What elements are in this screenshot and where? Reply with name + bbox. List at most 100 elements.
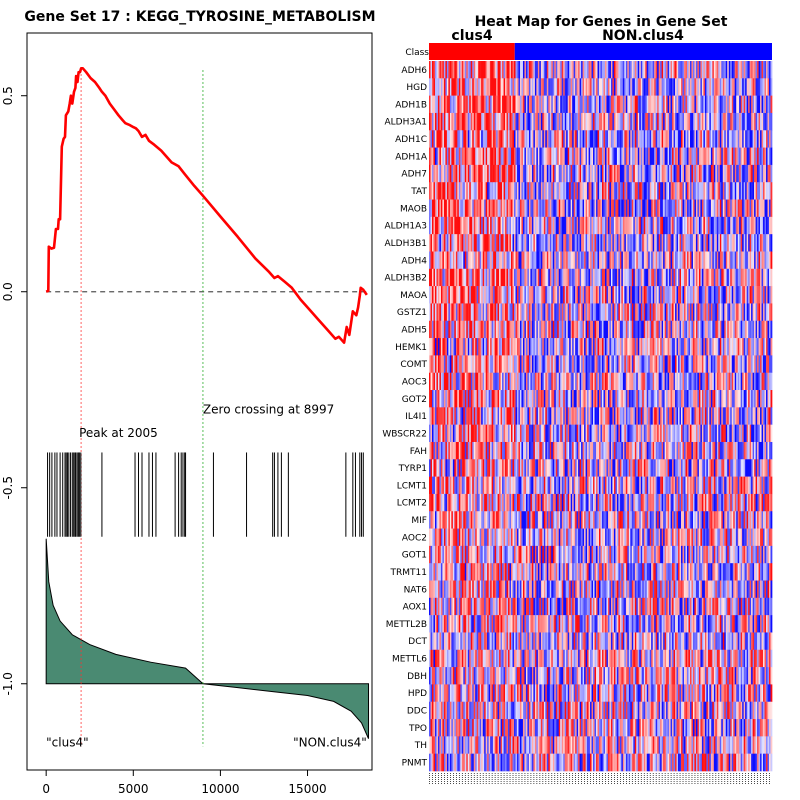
heatmap-cell bbox=[597, 268, 600, 287]
heatmap-cell bbox=[445, 320, 448, 339]
heatmap-cell bbox=[637, 61, 640, 79]
heatmap-cell bbox=[646, 130, 649, 148]
heatmap-cell bbox=[734, 78, 737, 96]
heatmap-cell bbox=[667, 199, 670, 218]
heatmap-cell bbox=[751, 372, 753, 391]
heatmap-cell bbox=[624, 338, 627, 356]
heatmap-cell bbox=[615, 338, 618, 356]
heatmap-cell bbox=[681, 182, 683, 200]
heatmap-cell bbox=[472, 251, 475, 270]
heatmap-cell bbox=[521, 147, 524, 166]
heatmap-cell bbox=[639, 216, 642, 235]
heatmap-cell bbox=[490, 268, 492, 287]
heatmap-cell bbox=[500, 61, 503, 79]
heatmap-cell bbox=[590, 390, 592, 408]
heatmap-cell bbox=[506, 251, 509, 270]
heatmap-cell bbox=[584, 338, 586, 356]
heatmap-cell bbox=[704, 216, 707, 235]
heatmap-cell bbox=[742, 95, 745, 114]
heatmap-cell bbox=[727, 372, 730, 391]
heatmap-cell bbox=[691, 286, 694, 304]
heatmap-cell bbox=[718, 61, 721, 79]
heatmap-cell bbox=[566, 164, 569, 183]
heatmap-cell bbox=[511, 372, 513, 391]
heatmap-cell bbox=[728, 268, 731, 287]
heatmap-cell bbox=[746, 216, 749, 235]
heatmap-cell bbox=[724, 355, 727, 374]
heatmap-cell bbox=[655, 130, 658, 148]
heatmap-cell bbox=[500, 216, 503, 235]
heatmap-cell bbox=[737, 112, 740, 131]
heatmap-cell bbox=[758, 251, 761, 270]
heatmap-cell bbox=[525, 286, 528, 304]
heatmap-cell bbox=[542, 112, 545, 131]
heatmap-cell bbox=[451, 234, 454, 252]
heatmap-cell bbox=[660, 303, 662, 322]
heatmap-cell bbox=[651, 320, 654, 339]
heatmap-cell bbox=[490, 182, 492, 200]
heatmap-cell bbox=[549, 147, 552, 166]
heatmap-cell bbox=[764, 338, 767, 356]
heatmap-cell bbox=[707, 112, 710, 131]
heatmap-cell bbox=[758, 303, 761, 322]
heatmap-cell bbox=[587, 78, 589, 96]
heatmap-cell bbox=[737, 130, 740, 148]
heatmap-cell bbox=[554, 61, 557, 79]
heatmap-cell bbox=[596, 251, 598, 270]
heatmap-cell bbox=[678, 95, 680, 114]
heatmap-cell bbox=[464, 164, 467, 183]
heatmap-cell bbox=[718, 407, 721, 425]
heatmap-cell bbox=[506, 61, 509, 79]
heatmap-cell bbox=[606, 268, 609, 287]
heatmap-cell bbox=[555, 112, 558, 131]
heatmap-cell bbox=[731, 372, 734, 391]
heatmap-cell bbox=[585, 216, 588, 235]
heatmap-cell bbox=[707, 303, 710, 322]
heatmap-cell bbox=[630, 130, 633, 148]
heatmap-cell bbox=[606, 407, 609, 425]
heatmap-cell bbox=[701, 407, 704, 425]
heatmap-cell bbox=[684, 251, 686, 270]
heatmap-cell bbox=[692, 407, 695, 425]
heatmap-cell bbox=[457, 286, 460, 304]
left-class-annotation: "clus4" bbox=[46, 735, 88, 749]
heatmap-cell bbox=[448, 338, 451, 356]
heatmap-cell bbox=[655, 320, 658, 339]
heatmap-cell bbox=[443, 338, 446, 356]
heatmap-cell bbox=[727, 286, 730, 304]
heatmap-cell bbox=[600, 372, 603, 391]
heatmap-cell bbox=[545, 147, 548, 166]
heatmap-cell bbox=[618, 390, 621, 408]
heatmap-cell bbox=[575, 338, 577, 356]
heatmap-cell bbox=[558, 216, 561, 235]
heatmap-cell bbox=[484, 424, 487, 443]
heatmap-cell bbox=[470, 95, 473, 114]
heatmap-cell bbox=[478, 112, 481, 131]
heatmap-cell bbox=[458, 424, 461, 443]
heatmap-cell bbox=[527, 268, 530, 287]
heatmap-cell bbox=[700, 268, 703, 287]
heatmap-cell bbox=[497, 390, 500, 408]
heatmap-cell bbox=[525, 372, 528, 391]
heatmap-cell bbox=[478, 199, 481, 218]
heatmap-cell bbox=[542, 286, 545, 304]
heatmap-cell bbox=[443, 164, 446, 183]
heatmap-cell bbox=[731, 147, 734, 166]
heatmap-cell bbox=[672, 355, 674, 374]
heatmap-cell bbox=[593, 234, 595, 252]
heatmap-cell bbox=[552, 251, 555, 270]
heatmap-cell bbox=[648, 268, 651, 287]
heatmap-cell bbox=[488, 407, 491, 425]
heatmap-cell bbox=[676, 61, 679, 79]
heatmap-cell bbox=[542, 164, 545, 183]
heatmap-cell bbox=[628, 286, 631, 304]
heatmap-cell bbox=[646, 355, 649, 374]
x-tick-label-1: 5000 bbox=[118, 782, 149, 796]
heatmap-cell bbox=[458, 147, 461, 166]
heatmap-cell bbox=[475, 199, 478, 218]
heatmap-cell bbox=[698, 182, 701, 200]
heatmap-cell bbox=[506, 112, 509, 131]
heatmap-cell bbox=[512, 164, 515, 183]
heatmap-cell bbox=[658, 130, 661, 148]
heatmap-cell bbox=[514, 303, 516, 322]
